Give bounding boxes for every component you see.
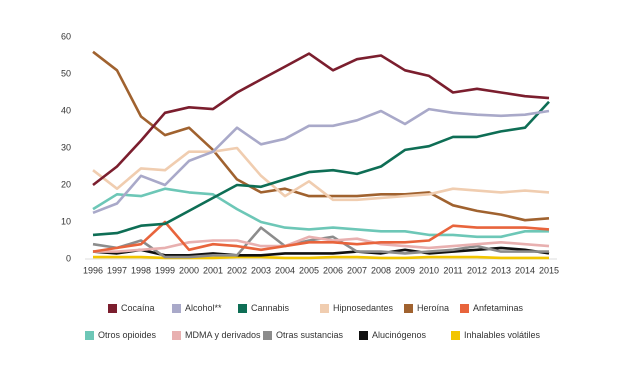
- x-tick-label: 2012: [467, 265, 487, 275]
- x-tick-label: 2010: [419, 265, 439, 275]
- legend-label: Anfetaminas: [473, 303, 524, 313]
- legend-label: Cannabis: [251, 303, 290, 313]
- series-line: [93, 235, 550, 253]
- y-tick-label: 20: [61, 179, 71, 189]
- series-line: [92, 107, 550, 215]
- y-tick-label: 0: [66, 253, 71, 263]
- legend-label: Alcohol**: [185, 303, 222, 313]
- legend-label: Heroína: [417, 303, 449, 313]
- legend-label: Alucinógenos: [372, 330, 427, 340]
- series-line: [92, 187, 549, 239]
- legend-swatch: [263, 331, 272, 340]
- series-line: [92, 146, 550, 202]
- legend-swatch: [238, 304, 247, 313]
- x-tick-label: 2007: [347, 265, 367, 275]
- x-tick-label: 2009: [395, 265, 415, 275]
- legend-swatch: [85, 331, 94, 340]
- x-tick-label: 2006: [323, 265, 343, 275]
- legend-swatch: [320, 304, 329, 313]
- series-line: [92, 246, 550, 257]
- x-tick-label: 2001: [203, 265, 223, 275]
- legend-swatch: [172, 331, 181, 340]
- legend-label: Hipnosedantes: [333, 303, 394, 313]
- legend-swatch: [359, 331, 368, 340]
- x-tick-label: 1999: [155, 265, 175, 275]
- y-tick-label: 50: [61, 68, 71, 78]
- legend-swatch: [172, 304, 181, 313]
- y-tick-label: 40: [61, 105, 71, 115]
- x-tick-label: 2015: [539, 265, 559, 275]
- x-tick-label: 2004: [275, 265, 295, 275]
- y-tick-label: 60: [61, 31, 71, 41]
- x-tick-label: 2011: [443, 265, 462, 275]
- y-tick-label: 30: [61, 142, 71, 152]
- series-line: [92, 220, 550, 253]
- series-line: [92, 50, 550, 222]
- x-tick-label: 2013: [491, 265, 511, 275]
- legend-swatch: [460, 304, 469, 313]
- x-tick-label: 2003: [251, 265, 271, 275]
- series-line: [93, 255, 549, 260]
- legend-swatch: [108, 304, 117, 313]
- x-tick-label: 2008: [371, 265, 391, 275]
- legend-label: Inhalables volátiles: [464, 330, 541, 340]
- legend-label: MDMA y derivados: [185, 330, 261, 340]
- x-tick-label: 2002: [227, 265, 247, 275]
- x-tick-label: 1998: [131, 265, 151, 275]
- x-tick-label: 1996: [83, 265, 103, 275]
- legend-label: Otros opioides: [98, 330, 157, 340]
- legend-swatch: [404, 304, 413, 313]
- legend-label: Cocaína: [121, 303, 155, 313]
- x-tick-label: 2000: [179, 265, 199, 275]
- legend-label: Otras sustancias: [276, 330, 344, 340]
- x-tick-label: 2014: [515, 265, 535, 275]
- x-tick-label: 1997: [107, 265, 127, 275]
- legend-swatch: [451, 331, 460, 340]
- series-line: [92, 100, 550, 237]
- y-tick-label: 10: [61, 216, 71, 226]
- x-tick-label: 2005: [299, 265, 319, 275]
- series-line: [92, 52, 550, 187]
